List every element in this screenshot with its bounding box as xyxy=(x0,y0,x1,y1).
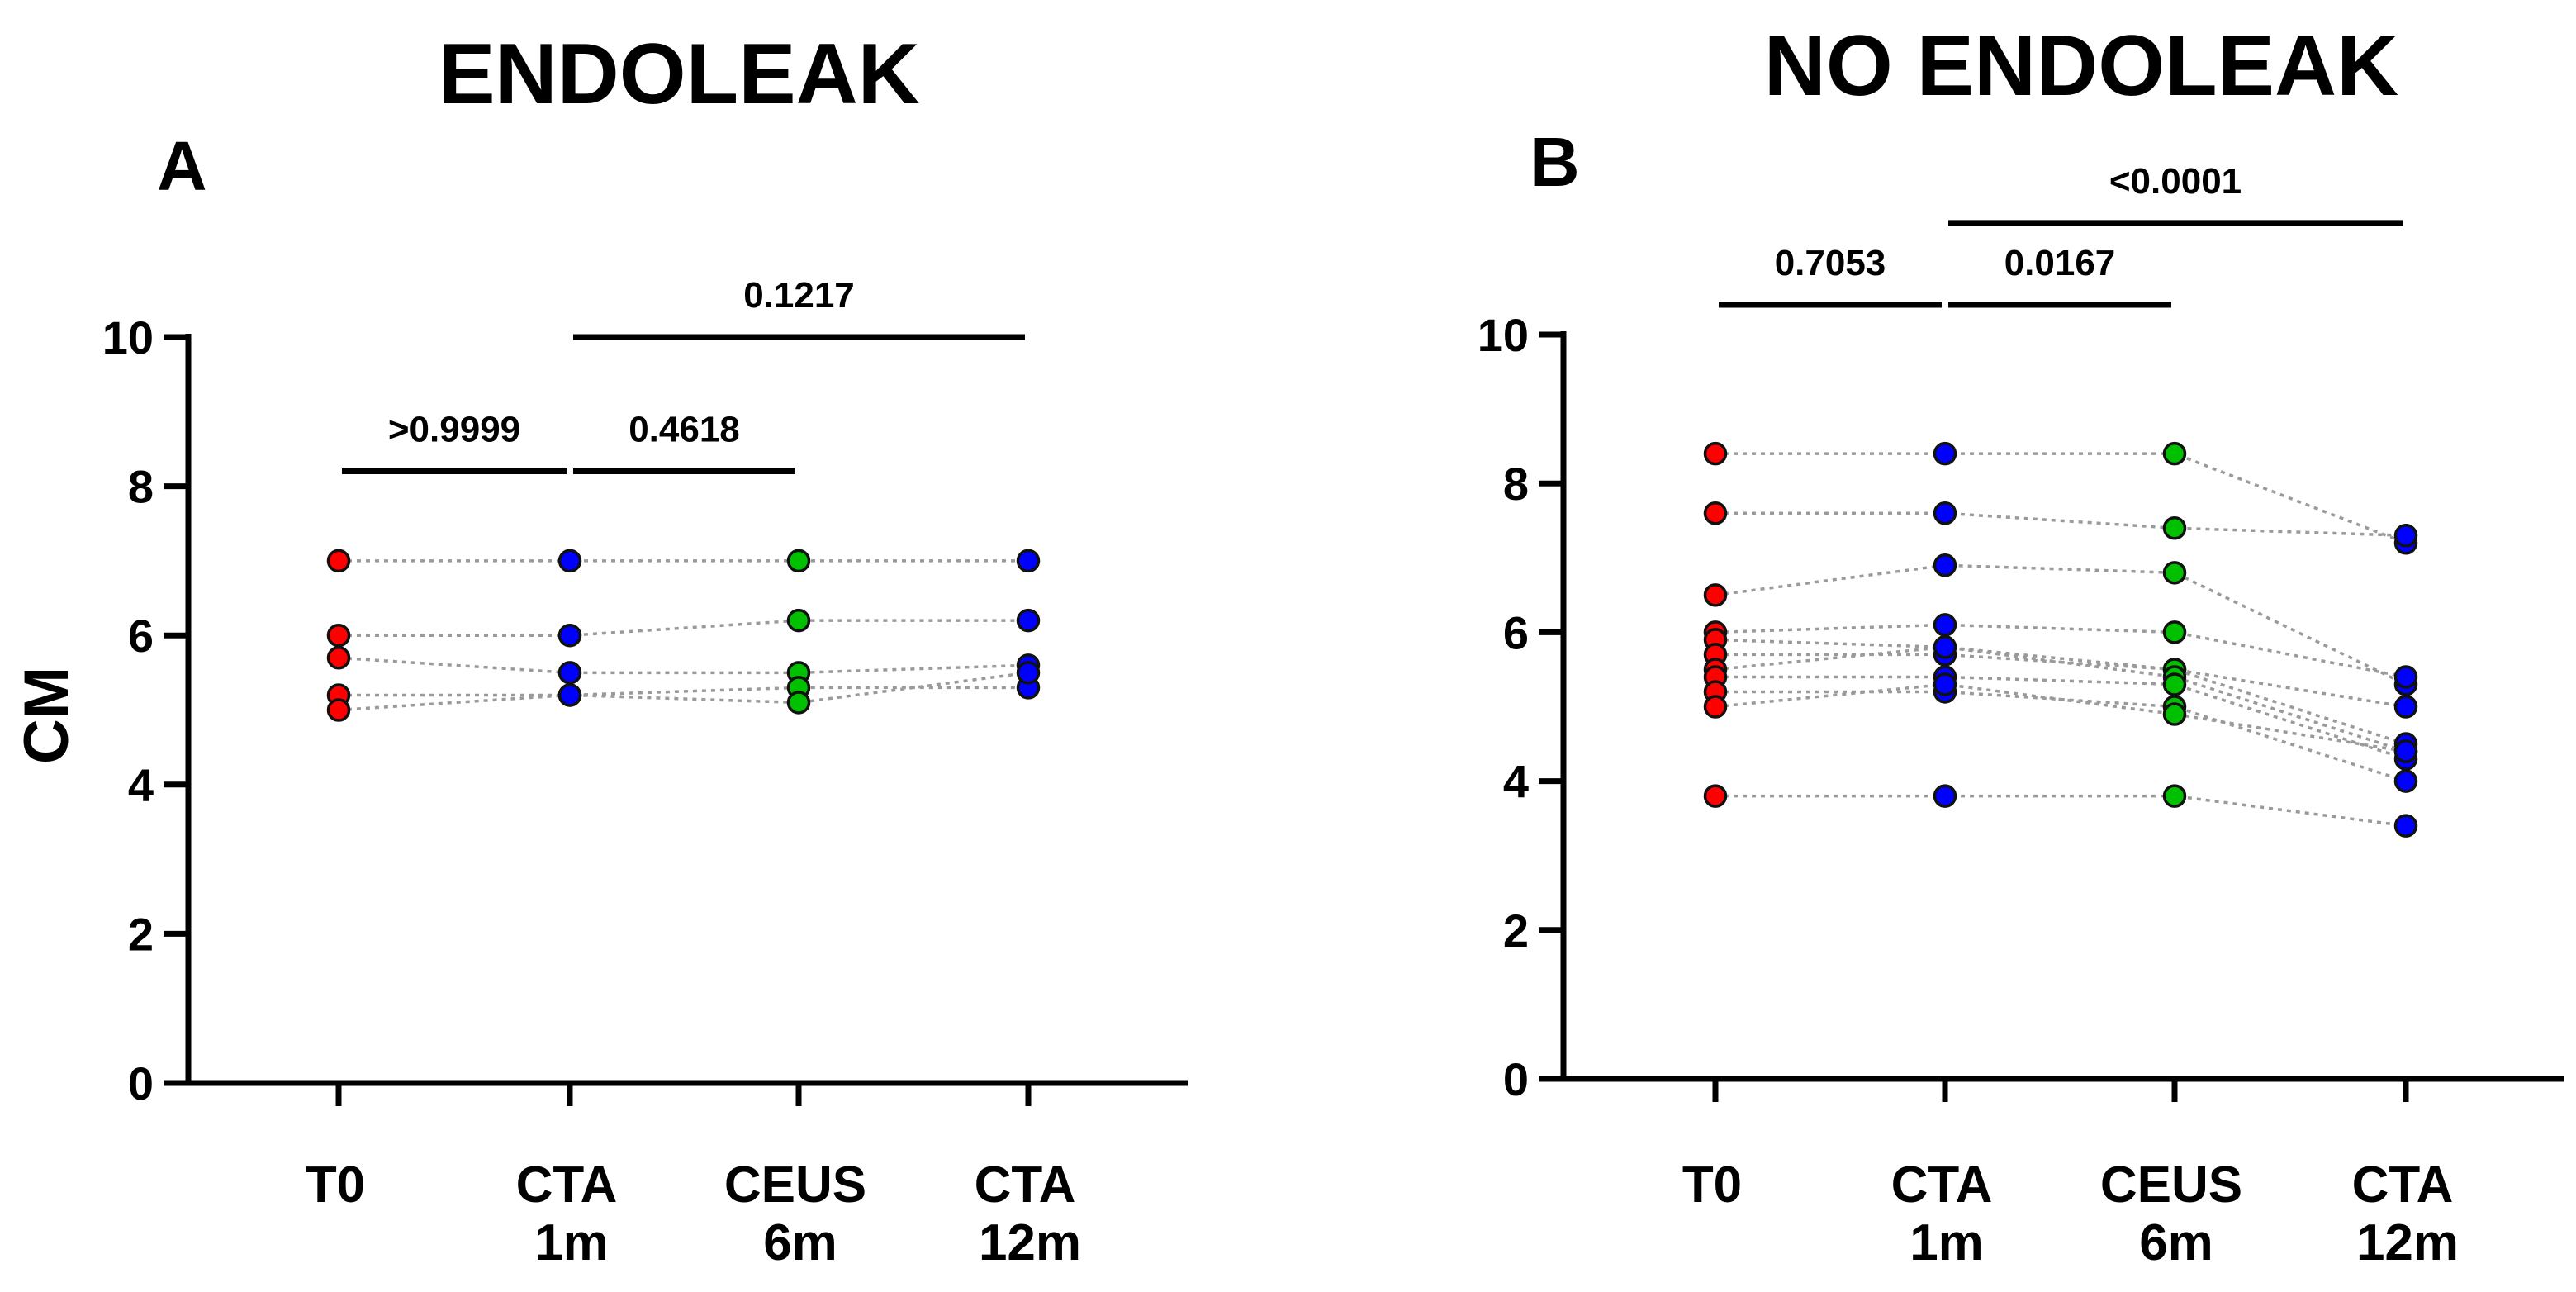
panel-b-data-point xyxy=(1933,553,1957,577)
panel-b-data-point xyxy=(2393,524,2418,548)
panel-b-y-tick-label: 8 xyxy=(1503,458,1529,510)
panel-a-data-point xyxy=(786,549,811,573)
panel-b-data-point xyxy=(2162,516,2187,540)
panel-a-y-tick-label: 6 xyxy=(128,610,154,662)
panel-a-x-tick-label-line2: 6m xyxy=(763,1214,837,1271)
panel-b-y-tick-label: 4 xyxy=(1503,756,1529,808)
panel-a-x-tick-label: CEUS xyxy=(724,1157,866,1214)
panel-a-p-value-label: 0.4618 xyxy=(629,410,740,450)
panel-b-data-point xyxy=(2393,739,2418,763)
panel-a-letter: A xyxy=(157,127,207,205)
panel-a-y-tick-label: 2 xyxy=(128,908,154,960)
panel-b-x-tick-label: CTA xyxy=(1891,1157,1993,1214)
panel-a-data-point xyxy=(326,623,351,648)
panel-a-x-tick-label: T0 xyxy=(306,1157,365,1214)
panel-a-data-point xyxy=(1016,661,1041,685)
panel-a-x-tick-label: CTA xyxy=(516,1157,618,1214)
panel-b-data-point xyxy=(2393,814,2418,838)
panel-b-data-point xyxy=(1703,784,1728,808)
panel-b-data-point xyxy=(2162,441,2187,466)
panel-a-p-value-label: 0.1217 xyxy=(743,275,855,316)
panel-a-data-point xyxy=(786,608,811,633)
panel-b-subject-line xyxy=(1715,563,2407,686)
panel-b-data-point xyxy=(1933,635,1957,659)
panel-b-x-tick-label-line2: 6m xyxy=(2139,1214,2213,1271)
panel-a-data-point xyxy=(326,698,351,722)
panel-b-title: NO ENDOLEAK xyxy=(1764,18,2398,114)
panel-a-data-point xyxy=(1016,608,1041,633)
panel-a-data-point xyxy=(557,661,582,685)
panel-b-letter: B xyxy=(1530,123,1580,201)
panel-b-p-value-label: 0.0167 xyxy=(2004,243,2116,283)
panel-a-data-point xyxy=(557,683,582,707)
panel-a-subject-line xyxy=(339,619,1028,637)
panel-b-y-tick-label: 10 xyxy=(1478,309,1529,361)
panel-b-y-tick-label: 0 xyxy=(1503,1053,1529,1105)
panel-a-subject-line xyxy=(338,656,1029,675)
panel-a-data-point xyxy=(326,549,351,573)
panel-b-data-point xyxy=(1933,613,1957,637)
panel-b-y-tick-label: 6 xyxy=(1503,606,1529,658)
panel-a-data-point xyxy=(786,691,811,715)
panel-b-data-point xyxy=(1703,695,1728,719)
panel-b-subject-line xyxy=(1715,690,2407,783)
panel-b-subject-line xyxy=(1715,682,2407,753)
panel-b-x-tick-label-line2: 12m xyxy=(2356,1214,2459,1271)
panel-b-x-tick-label: T0 xyxy=(1682,1157,1742,1214)
panel-b-data-point xyxy=(2393,769,2418,793)
panel-b-data-point xyxy=(1703,501,1728,525)
panel-a-x-tick-label-line2: 1m xyxy=(534,1214,609,1271)
panel-b-data-point xyxy=(1703,441,1728,466)
panel-a-y-tick-label: 4 xyxy=(128,759,154,811)
panel-b-p-value-label: <0.0001 xyxy=(2109,161,2242,202)
panel-b-data-point xyxy=(2393,695,2418,719)
panel-b-subject-line xyxy=(1715,794,2407,828)
panel-a-data-point xyxy=(557,623,582,648)
panel-b-data-point xyxy=(2162,620,2187,644)
panel-b-data-point xyxy=(2162,561,2187,585)
panel-a-y-tick-label: 0 xyxy=(128,1057,154,1109)
panel-b-data-point xyxy=(2393,665,2418,689)
panel-a-p-value-label: >0.9999 xyxy=(388,410,520,450)
panel-b-data-point xyxy=(2162,784,2187,808)
panel-b-p-value-label: 0.7053 xyxy=(1775,243,1886,283)
panel-a-x-tick-label: CTA xyxy=(975,1157,1076,1214)
panel-b-data-point xyxy=(1703,583,1728,607)
panel-a-subject-line xyxy=(339,686,1028,697)
panel-b-subject-line xyxy=(1715,638,2407,746)
panel-a-data-point xyxy=(557,549,582,573)
panel-a-y-tick-label: 10 xyxy=(102,311,154,363)
panel-b-subject-line xyxy=(1715,623,2407,679)
panel-b-subject-line xyxy=(1715,511,2407,538)
panel-b-data-point xyxy=(1933,784,1957,808)
panel-a-subject-line xyxy=(338,671,1029,712)
panel-a-title: ENDOLEAK xyxy=(438,26,920,122)
panel-b-subject-line xyxy=(1715,645,2407,753)
panel-b-data-point xyxy=(1933,441,1957,466)
panel-a-data-point xyxy=(326,646,351,670)
panel-a-y-axis-label: CM xyxy=(12,667,82,764)
panel-a-x-tick-label-line2: 12m xyxy=(979,1214,1081,1271)
panel-b-data-point xyxy=(2162,672,2187,696)
panel-b-subject-line xyxy=(1715,452,2407,544)
panel-b-y-tick-label: 2 xyxy=(1503,905,1529,957)
panel-b-x-tick-label: CEUS xyxy=(2100,1157,2242,1214)
panel-a-y-tick-label: 8 xyxy=(128,461,154,513)
panel-b-data-point xyxy=(2162,702,2187,726)
panel-b-x-tick-label-line2: 1m xyxy=(1909,1214,1984,1271)
panel-a-data-point xyxy=(1016,549,1041,573)
panel-b-x-tick-label: CTA xyxy=(2352,1157,2454,1214)
panel-b-data-point xyxy=(1933,672,1957,696)
panel-b-data-point xyxy=(1933,501,1957,525)
